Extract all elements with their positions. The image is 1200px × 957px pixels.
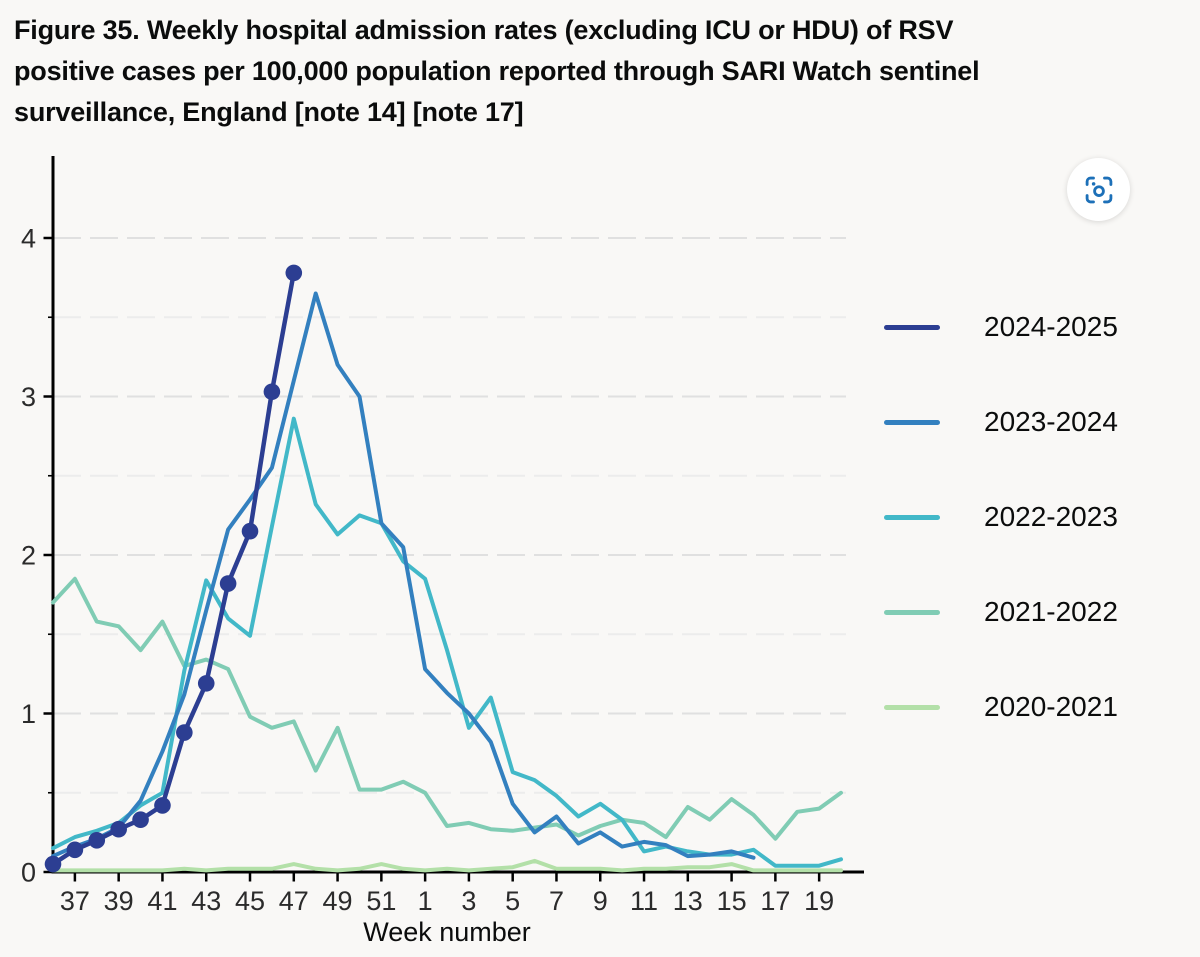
series-line-2021-2022 [51, 576, 843, 841]
y-tick-label: 1 [21, 699, 36, 729]
series-marker-2024-2025 [176, 724, 193, 741]
x-tick-label: 9 [593, 886, 608, 916]
y-tick-label: 2 [21, 541, 36, 571]
legend-item-2021-2022: 2021-2022 [884, 595, 1118, 629]
chart-screenshot-button[interactable] [1067, 158, 1130, 221]
figure-title-line-2: positive cases per 100,000 population re… [14, 56, 980, 86]
legend-item-2023-2024: 2023-2024 [884, 405, 1118, 439]
series-marker-2024-2025 [219, 575, 237, 592]
series-marker-2024-2025 [197, 675, 215, 692]
x-tick-label: 45 [235, 886, 265, 916]
y-tick-label: 0 [21, 858, 36, 888]
series-line-2020-2021 [51, 858, 843, 873]
x-tick-label: 15 [717, 886, 747, 916]
legend-swatch-2021-2022 [884, 609, 940, 615]
x-tick-label: 3 [461, 886, 476, 916]
series-marker-2024-2025 [110, 820, 127, 838]
x-tick-label: 41 [147, 886, 177, 916]
x-tick-label: 17 [760, 886, 790, 916]
series-marker-2024-2025 [88, 832, 106, 849]
legend-label: 2023-2024 [984, 406, 1118, 437]
legend-swatch-2022-2023 [884, 514, 940, 520]
figure-title: Figure 35. Weekly hospital admission rat… [14, 10, 1164, 133]
legend-label: 2021-2022 [984, 596, 1118, 627]
focus-zoom-icon [1082, 173, 1116, 207]
series-marker-2024-2025 [66, 841, 84, 859]
x-tick-label: 37 [60, 886, 90, 916]
legend-swatch-2020-2021 [884, 704, 940, 710]
legend-label: 2024-2025 [984, 311, 1118, 342]
figure-title-line-1: Figure 35. Weekly hospital admission rat… [14, 15, 954, 45]
x-tick-label: 49 [323, 886, 353, 916]
x-tick-label: 11 [630, 886, 658, 916]
legend-label: 2022-2023 [984, 501, 1118, 532]
legend-item-2020-2021: 2020-2021 [884, 690, 1118, 724]
legend-swatch-2023-2024 [884, 419, 940, 425]
x-tick-label: 39 [104, 886, 134, 916]
x-tick-label: 5 [505, 886, 520, 916]
series-marker-2024-2025 [132, 811, 149, 828]
x-tick-label: 7 [549, 886, 564, 916]
legend-item-2022-2023: 2022-2023 [884, 500, 1118, 534]
series-marker-2024-2025 [285, 264, 303, 282]
series-marker-2024-2025 [44, 855, 62, 873]
legend-label: 2020-2021 [984, 691, 1118, 722]
y-tick-label: 3 [21, 382, 36, 412]
x-tick-label: 43 [191, 886, 221, 916]
x-tick-label: 19 [804, 886, 834, 916]
legend-item-2024-2025: 2024-2025 [884, 310, 1118, 344]
y-tick-label: 4 [21, 224, 36, 254]
figure-title-line-3: surveillance, England [note 14] [note 17… [14, 97, 524, 127]
series-marker-2024-2025 [241, 522, 259, 540]
series-line-2023-2024 [51, 291, 756, 860]
x-tick-label: 51 [366, 886, 396, 916]
x-tick-label: 13 [673, 886, 703, 916]
x-axis-title: Week number [363, 917, 531, 947]
series-marker-2024-2025 [154, 797, 171, 814]
legend-swatch-2024-2025 [884, 324, 940, 330]
series-marker-2024-2025 [263, 383, 281, 401]
series-line-2024-2025 [50, 270, 297, 867]
x-tick-label: 1 [418, 886, 433, 916]
x-tick-label: 47 [279, 886, 309, 916]
